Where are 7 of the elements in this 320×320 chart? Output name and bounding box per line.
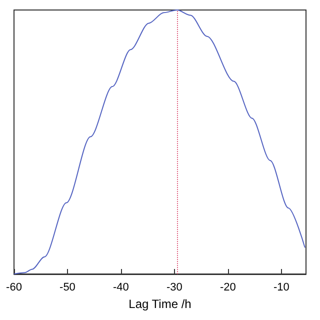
x-tick-label: -10 [273,282,290,294]
x-axis-title: Lag Time /h [128,296,192,311]
x-tick-label: -50 [60,282,76,294]
x-tick-label: -20 [220,282,236,294]
x-tick-label: -40 [113,282,129,294]
x-tick-label: -30 [166,282,182,294]
x-tick-label: -60 [6,282,22,294]
